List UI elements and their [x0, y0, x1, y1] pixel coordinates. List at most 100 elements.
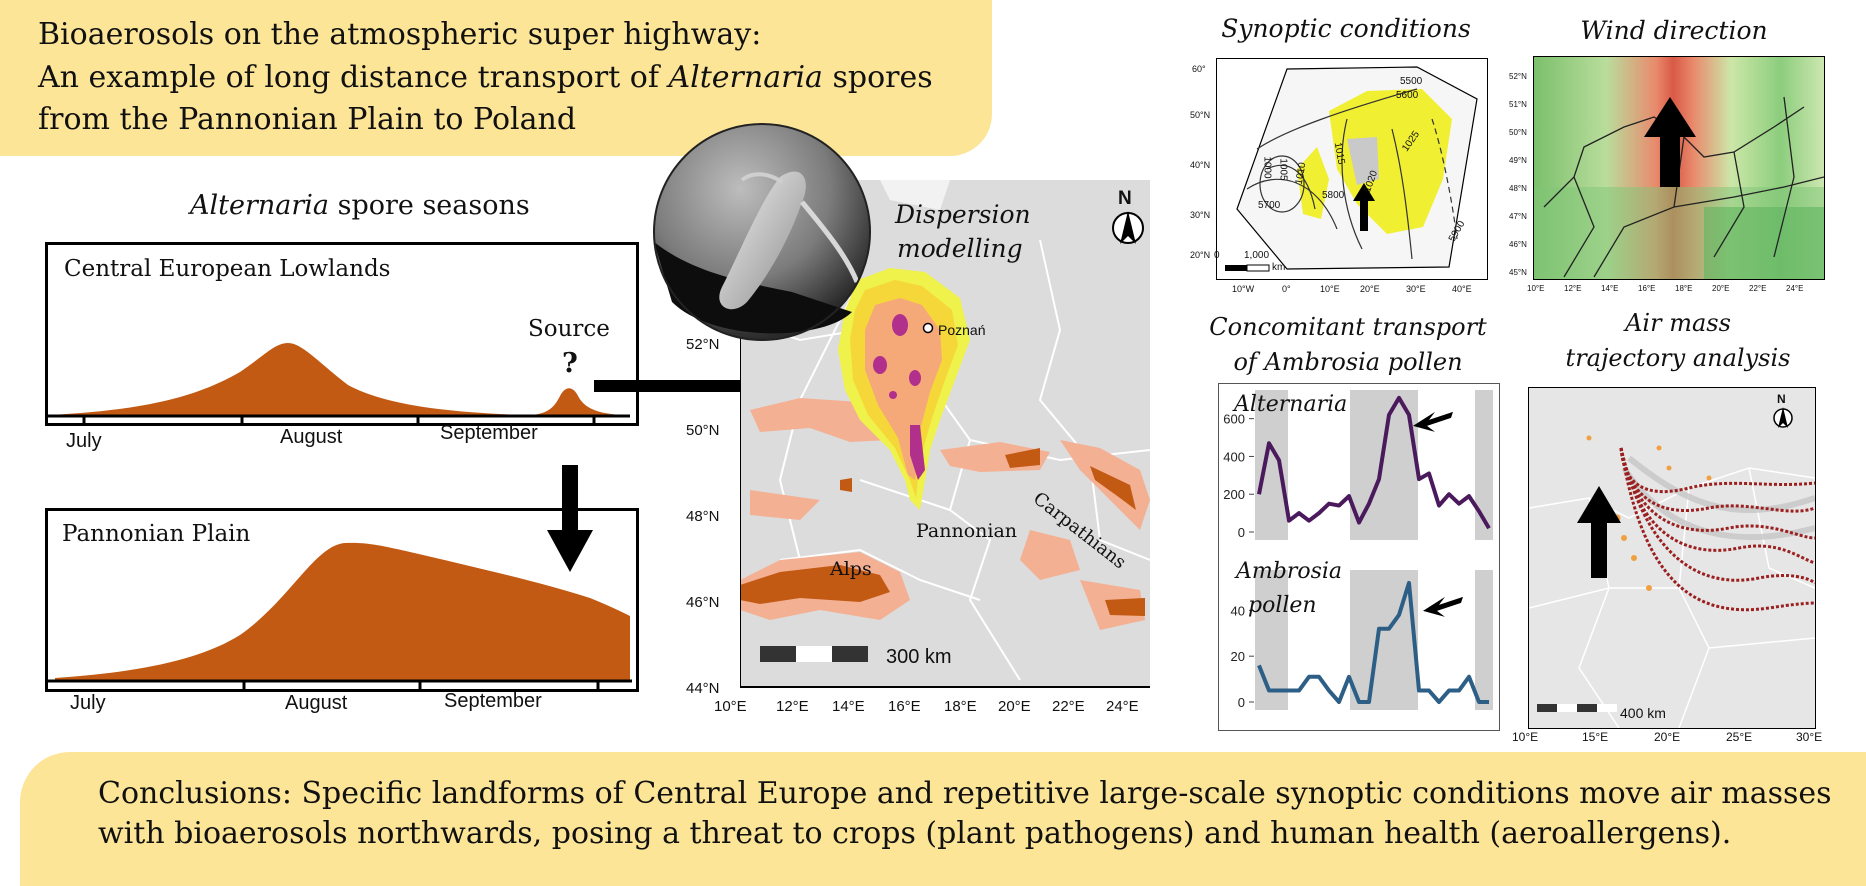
- lon-label: 24°E: [1106, 698, 1139, 715]
- seasons-heading: Alternaria spore seasons: [190, 190, 530, 221]
- synoptic-scale-unit: km: [1272, 262, 1286, 273]
- source-question-mark: ?: [562, 348, 578, 379]
- lat-label: 30°N: [1190, 210, 1211, 220]
- compass-icon: [1112, 211, 1144, 244]
- month-september: September: [440, 422, 538, 444]
- lon-label: 10°E: [1320, 284, 1340, 294]
- lon-label: 12°E: [1564, 284, 1582, 293]
- lat-label: 40°N: [1190, 160, 1211, 170]
- isobar-label: 5500: [1400, 76, 1423, 87]
- shaded-interval: [1475, 390, 1493, 540]
- lon-label: 0°: [1282, 284, 1291, 294]
- arrow-up-icon: [1644, 97, 1696, 187]
- lat-label: 52°N: [1509, 72, 1527, 81]
- y-tick-label: 200: [1223, 487, 1245, 502]
- arrow-up-icon: [1577, 486, 1621, 578]
- series-label-line: Ambrosia: [1236, 559, 1343, 584]
- lon-label: 22°E: [1052, 698, 1085, 715]
- lon-label: 30°E: [1406, 284, 1426, 294]
- label-alps: Alps: [830, 558, 872, 580]
- synoptic-scale-start: 0: [1214, 250, 1220, 261]
- trajectory-heading: Air mass trajectory analysis: [1528, 306, 1828, 376]
- lon-label: 30°E: [1796, 730, 1823, 744]
- panel-label-pannonian: Pannonian Plain: [62, 521, 251, 547]
- lat-label: 51°N: [1509, 100, 1527, 109]
- lon-label: 18°E: [944, 698, 977, 715]
- arrow-left-icon: [1423, 596, 1463, 617]
- title-line-1: Bioaerosols on the atmospheric super hig…: [38, 17, 762, 52]
- lat-label: 52°N: [686, 336, 720, 353]
- arrow-up-icon: [1353, 183, 1375, 231]
- dispersion-title: Dispersion modelling: [895, 198, 1031, 266]
- lon-label: 14°E: [832, 698, 865, 715]
- lon-label: 14°E: [1601, 284, 1619, 293]
- title-genus: Alternaria: [668, 60, 823, 95]
- city-label-poznan: Poznań: [938, 322, 986, 338]
- y-tick-label: 0: [1238, 695, 1245, 710]
- wind-map: [1533, 56, 1825, 280]
- trajectory-scale-label: 400 km: [1620, 705, 1666, 721]
- y-tick-label: 0: [1238, 525, 1245, 540]
- title-text: spores: [822, 60, 933, 95]
- concomitant-chart-svg: 0 200 400 600 0 20 40: [1223, 390, 1493, 710]
- conclusion-line-1: Conclusions: Specific landforms of Centr…: [98, 776, 1832, 811]
- lon-label: 18°E: [1675, 284, 1693, 293]
- dispersion-title-line: Dispersion: [895, 200, 1031, 229]
- lon-label: 40°E: [1452, 284, 1472, 294]
- arrow-left-icon: [1413, 411, 1453, 432]
- trajectory-compass-icon: [1773, 407, 1793, 428]
- city-marker-icon: [922, 322, 934, 334]
- lat-label: 48°N: [1509, 184, 1527, 193]
- synoptic-scale-value: 1,000: [1244, 250, 1270, 261]
- lat-label: 60°: [1192, 64, 1206, 74]
- series-line: [1257, 395, 1491, 530]
- north-label: N: [1118, 188, 1132, 209]
- lat-label: 50°N: [686, 422, 720, 439]
- lat-label: 45°N: [1509, 268, 1527, 277]
- title-text: An example of long distance transport of: [38, 60, 669, 95]
- lon-label: 16°E: [1638, 284, 1656, 293]
- lon-label: 10°E: [1527, 284, 1545, 293]
- y-tick-label: 400: [1223, 449, 1245, 464]
- lat-label: 48°N: [686, 508, 720, 525]
- trajectory-map: [1528, 387, 1816, 729]
- lat-label: 20°N: [1190, 250, 1211, 260]
- lon-label: 25°E: [1726, 730, 1753, 744]
- month-august: August: [280, 426, 343, 448]
- dispersion-title-line: modelling: [897, 234, 1023, 263]
- synoptic-map: [1216, 58, 1488, 280]
- concomitant-chart: 0 200 400 600 0 20 40: [1218, 383, 1500, 731]
- lat-label: 46°N: [686, 594, 720, 611]
- lat-label: 44°N: [686, 680, 720, 697]
- y-tick-label: 20: [1231, 649, 1245, 664]
- label-pannonian: Pannonian: [916, 520, 1018, 542]
- isobar-label: 5700: [1258, 200, 1281, 211]
- concomitant-heading-line: Concomitant transport: [1209, 313, 1487, 341]
- lon-label: 20°E: [998, 698, 1031, 715]
- title-line-3: from the Pannonian Plain to Poland: [38, 102, 577, 137]
- lon-label: 10°E: [1512, 730, 1539, 744]
- lon-label: 22°E: [1749, 284, 1767, 293]
- season-curve-central: [47, 343, 630, 424]
- shaded-interval: [1255, 390, 1288, 540]
- series-label-line: pollen: [1248, 593, 1317, 618]
- lon-label: 10°E: [714, 698, 747, 715]
- month-july: July: [66, 430, 102, 452]
- shaded-interval: [1255, 570, 1288, 710]
- lon-label: 24°E: [1786, 284, 1804, 293]
- isobar-label: 5600: [1396, 90, 1419, 101]
- lat-label: 50°N: [1509, 128, 1527, 137]
- seasons-heading-genus: Alternaria: [190, 190, 329, 221]
- isobar-label: 1005: [1277, 158, 1289, 181]
- seasons-heading-rest: spore seasons: [329, 190, 530, 221]
- series-line: [1257, 580, 1489, 704]
- title-banner: Bioaerosols on the atmospheric super hig…: [0, 0, 992, 156]
- panel-label-central: Central European Lowlands: [64, 256, 391, 282]
- concomitant-heading-line: of Ambrosia pollen: [1233, 348, 1463, 376]
- conclusion-line-2: with bioaerosols northwards, posing a th…: [98, 816, 1732, 851]
- arrow-down-icon: [547, 465, 593, 572]
- wind-heading: Wind direction: [1580, 16, 1768, 45]
- lon-label: 10°W: [1232, 284, 1255, 294]
- synoptic-heading: Synoptic conditions: [1221, 14, 1471, 43]
- trajectory-heading-line: trajectory analysis: [1565, 344, 1791, 372]
